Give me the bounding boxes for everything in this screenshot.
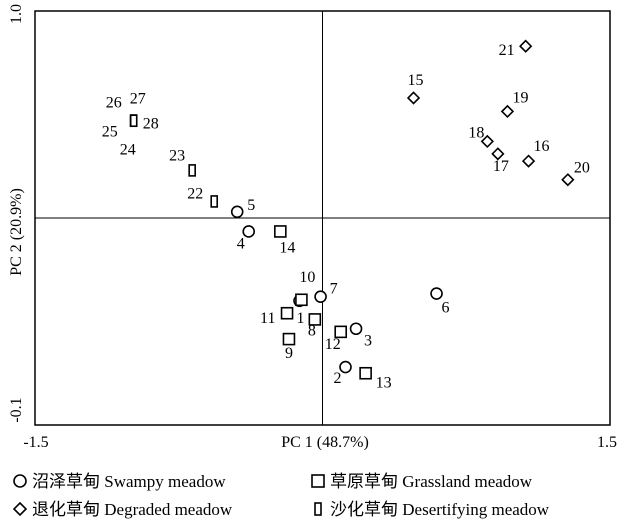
point-22 xyxy=(210,195,219,208)
point-23 xyxy=(188,164,196,177)
data-points xyxy=(129,39,575,380)
point-label-17: 17 xyxy=(493,158,509,175)
legend-row-1: 沼泽草甸 Swampy meadow 草原草甸 Grassland meadow xyxy=(12,470,612,494)
y-tick-label-top: 1.0 xyxy=(8,4,25,24)
point-13 xyxy=(359,366,372,380)
point-label-7: 7 xyxy=(330,281,338,298)
point-label-9: 9 xyxy=(285,345,293,362)
point-label-2: 2 xyxy=(334,370,342,387)
point-9 xyxy=(282,332,296,346)
point-11 xyxy=(280,306,294,320)
narrow-rect-icon xyxy=(314,502,322,516)
point-4 xyxy=(242,225,256,238)
point-6 xyxy=(430,287,443,300)
point-label-11: 11 xyxy=(260,310,275,327)
legend-item-swampy: 沼泽草甸 Swampy meadow xyxy=(12,470,226,494)
legend-label-desertifying: 沙化草甸 Desertifying meadow xyxy=(330,500,550,519)
legend-label-swampy: 沼泽草甸 Swampy meadow xyxy=(32,472,226,491)
legend-label-grassland: 草原草甸 Grassland meadow xyxy=(330,472,533,491)
point-label-4: 4 xyxy=(237,235,245,252)
circle-icon xyxy=(13,474,27,488)
y-axis-label: PC 2 (20.9%) xyxy=(8,188,25,276)
x-tick-label-left: -1.5 xyxy=(23,434,48,450)
point-15 xyxy=(406,91,421,105)
point-label-3: 3 xyxy=(364,333,372,350)
point-label-10: 10 xyxy=(299,269,315,286)
point-17 xyxy=(491,147,505,161)
point-5 xyxy=(230,205,244,219)
legend-item-degraded: 退化草甸 Degraded meadow xyxy=(12,498,232,522)
point-2 xyxy=(339,360,352,374)
point-10 xyxy=(295,293,308,307)
point-label-14: 14 xyxy=(279,239,295,256)
x-tick-label-right: 1.5 xyxy=(597,434,617,450)
point-label-6: 6 xyxy=(442,300,450,317)
point-28 xyxy=(129,114,138,128)
x-axis-label: PC 1 (48.7%) xyxy=(281,434,369,450)
point-label-16: 16 xyxy=(534,138,550,155)
point-3 xyxy=(349,322,363,336)
square-icon xyxy=(311,474,325,488)
y-tick-label-bottom: -0.1 xyxy=(8,397,25,422)
point-label-5: 5 xyxy=(247,197,255,214)
point-21 xyxy=(519,39,533,53)
point-label-1: 1 xyxy=(297,310,305,327)
point-label-25: 25 xyxy=(102,124,118,141)
legend-row-2: 退化草甸 Degraded meadow 沙化草甸 Desertifying m… xyxy=(12,498,612,522)
legend-item-grassland: 草原草甸 Grassland meadow xyxy=(310,470,532,494)
diamond-icon xyxy=(12,501,28,517)
point-labels: 1234567891011121314151617181920212223242… xyxy=(102,42,590,391)
point-7 xyxy=(314,290,327,303)
point-14 xyxy=(274,225,287,238)
point-label-15: 15 xyxy=(408,72,424,89)
point-label-18: 18 xyxy=(468,124,484,141)
legend-item-desertifying: 沙化草甸 Desertifying meadow xyxy=(310,498,549,522)
pca-scatter-chart: -1.5 1.5 PC 1 (48.7%) 1.0 -0.1 PC 2 (20.… xyxy=(8,4,617,450)
point-label-13: 13 xyxy=(376,374,392,391)
point-18 xyxy=(480,134,494,149)
legend-label-degraded: 退化草甸 Degraded meadow xyxy=(32,500,233,519)
point-label-26: 26 xyxy=(106,95,122,112)
point-label-8: 8 xyxy=(308,322,316,339)
point-19 xyxy=(500,104,515,119)
point-label-28: 28 xyxy=(143,116,159,133)
point-label-22: 22 xyxy=(187,185,203,202)
point-20 xyxy=(561,173,575,187)
point-label-12: 12 xyxy=(325,336,341,353)
point-8 xyxy=(308,313,322,326)
point-label-20: 20 xyxy=(574,160,590,177)
point-label-23: 23 xyxy=(169,147,185,164)
point-label-19: 19 xyxy=(512,89,528,106)
point-16 xyxy=(521,154,536,168)
point-label-24: 24 xyxy=(120,142,136,159)
point-label-21: 21 xyxy=(499,42,515,59)
point-label-27: 27 xyxy=(130,91,146,108)
point-12 xyxy=(334,325,348,339)
